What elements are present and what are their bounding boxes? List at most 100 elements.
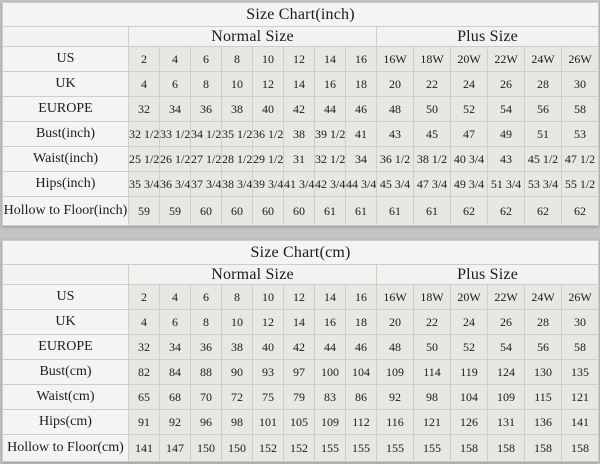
size-value-cell: 152: [283, 434, 315, 462]
size-value-cell: 10: [221, 71, 253, 97]
size-value-cell: 28 1/2: [221, 146, 253, 172]
size-value-cell: 8: [221, 284, 253, 310]
size-value-cell: 35 3/4: [128, 171, 160, 197]
size-value-cell: 136: [524, 409, 562, 435]
size-value-cell: 86: [345, 384, 377, 410]
size-value-cell: 93: [252, 359, 284, 385]
size-value-cell: 114: [413, 359, 451, 385]
size-value-cell: 65: [128, 384, 160, 410]
size-value-cell: 20: [376, 309, 414, 335]
row-label: US: [2, 284, 129, 310]
size-value-cell: 158: [524, 434, 562, 462]
row-label: Bust(inch): [2, 121, 129, 147]
size-value-cell: 43: [376, 121, 414, 147]
size-value-cell: 53 3/4: [524, 171, 562, 197]
size-value-cell: 152: [252, 434, 284, 462]
size-value-cell: 126: [450, 409, 488, 435]
size-value-cell: 104: [345, 359, 377, 385]
size-value-cell: 55 1/2: [560, 171, 600, 197]
size-value-cell: 82: [128, 359, 160, 385]
size-value-cell: 100: [314, 359, 346, 385]
size-value-cell: 158: [560, 434, 600, 462]
size-value-cell: 70: [190, 384, 222, 410]
size-value-cell: 22W: [487, 284, 525, 310]
size-value-cell: 109: [376, 359, 414, 385]
size-value-cell: 29 1/2: [252, 146, 284, 172]
size-value-cell: 36 1/2: [376, 146, 414, 172]
size-value-cell: 25 1/2: [128, 146, 160, 172]
table-title: Size Chart(cm): [1, 240, 600, 265]
size-value-cell: 47 1/2: [560, 146, 600, 172]
table-row: Hips(cm) 91 92 96 98 101 105 109 112 116 121 126 131…: [2, 409, 600, 435]
size-value-cell: 44: [314, 334, 346, 360]
corner-cell: [2, 26, 129, 47]
size-value-cell: 121: [413, 409, 451, 435]
size-value-cell: 62: [560, 196, 600, 226]
size-value-cell: 18W: [413, 46, 451, 72]
size-value-cell: 92: [376, 384, 414, 410]
size-value-cell: 59: [159, 196, 191, 226]
size-value-cell: 42: [283, 334, 315, 360]
size-value-cell: 34 1/2: [190, 121, 222, 147]
row-label: UK: [2, 309, 129, 335]
size-value-cell: 6: [159, 71, 191, 97]
size-value-cell: 92: [159, 409, 191, 435]
size-value-cell: 79: [283, 384, 315, 410]
size-value-cell: 88: [190, 359, 222, 385]
size-value-cell: 34: [159, 96, 191, 122]
size-value-cell: 52: [450, 334, 488, 360]
size-value-cell: 32: [128, 96, 160, 122]
size-value-cell: 48: [376, 96, 414, 122]
table-row: Waist(inch) 25 1/2 26 1/2 27 1/2 28 1/2 29 1/…: [2, 146, 600, 172]
size-value-cell: 141: [560, 409, 600, 435]
corner-cell: [2, 264, 129, 285]
size-value-cell: 37 3/4: [190, 171, 222, 197]
size-value-cell: 12: [283, 46, 315, 72]
size-value-cell: 24: [450, 309, 488, 335]
size-value-cell: 18: [345, 71, 377, 97]
size-value-cell: 38 1/2: [413, 146, 451, 172]
size-value-cell: 44 3/4: [345, 171, 377, 197]
size-value-cell: 98: [413, 384, 451, 410]
size-value-cell: 45: [413, 121, 451, 147]
size-value-cell: 119: [450, 359, 488, 385]
size-chart-cm-table: Size Chart(cm) Normal Size Plus Size US 2…: [1, 240, 600, 462]
size-value-cell: 135: [560, 359, 600, 385]
table-row: Hollow to Floor(cm) 141 147 150 150 152 152 155…: [2, 434, 600, 462]
size-value-cell: 34: [345, 146, 377, 172]
row-label: US: [2, 46, 129, 72]
size-value-cell: 32: [128, 334, 160, 360]
row-label: Hips(inch): [2, 171, 129, 197]
size-value-cell: 96: [190, 409, 222, 435]
size-value-cell: 50: [413, 334, 451, 360]
size-value-cell: 155: [345, 434, 377, 462]
size-value-cell: 46: [345, 96, 377, 122]
size-value-cell: 8: [190, 309, 222, 335]
table-row: EUROPE 32 34 36 38 40 42 44 46 48 50 52 54 56 58: [2, 334, 600, 360]
size-value-cell: 8: [221, 46, 253, 72]
size-value-cell: 60: [283, 196, 315, 226]
plus-size-header: Plus Size: [375, 264, 600, 285]
size-value-cell: 28: [524, 71, 562, 97]
size-value-cell: 12: [283, 284, 315, 310]
row-label: Hips(cm): [2, 409, 129, 435]
size-value-cell: 49: [487, 121, 525, 147]
plus-size-header: Plus Size: [375, 26, 600, 47]
normal-size-header: Normal Size: [128, 264, 377, 285]
table-row: Bust(inch) 32 1/2 33 1/2 34 1/2 35 1/2 36 1/2…: [2, 121, 600, 147]
size-value-cell: 40: [252, 96, 284, 122]
size-value-cell: 36 1/2: [252, 121, 284, 147]
size-value-cell: 12: [252, 309, 284, 335]
size-value-cell: 24W: [524, 46, 562, 72]
size-value-cell: 62: [450, 196, 488, 226]
size-value-cell: 40: [252, 334, 284, 360]
size-value-cell: 131: [487, 409, 525, 435]
size-value-cell: 6: [190, 46, 222, 72]
size-value-cell: 42 3/4: [314, 171, 346, 197]
size-value-cell: 155: [376, 434, 414, 462]
size-value-cell: 4: [159, 284, 191, 310]
size-value-cell: 104: [450, 384, 488, 410]
group-header-row: Normal Size Plus Size: [2, 264, 600, 285]
size-value-cell: 60: [252, 196, 284, 226]
size-value-cell: 20: [376, 71, 414, 97]
